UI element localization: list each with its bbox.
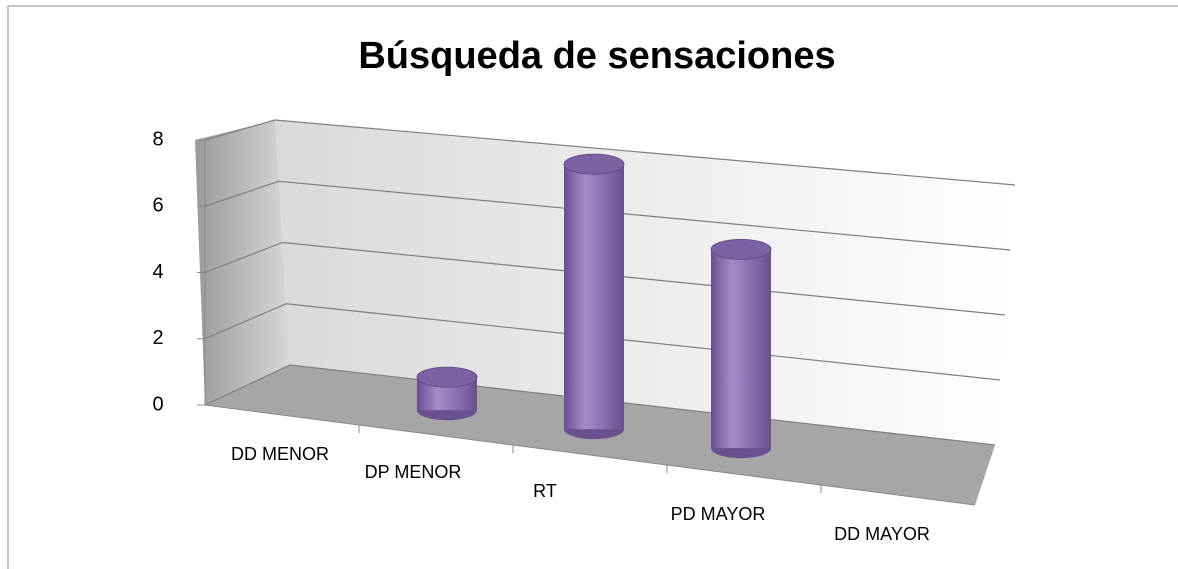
bar-top xyxy=(710,238,772,260)
chart-border xyxy=(7,5,1178,569)
y-tick-label: 2 xyxy=(152,327,163,349)
x-tick-label: DD MENOR xyxy=(231,444,329,464)
back-wall xyxy=(275,120,1015,445)
grid-line xyxy=(204,180,1011,251)
x-tick-label: DP MENOR xyxy=(365,462,462,482)
bar xyxy=(563,153,625,440)
bar-top xyxy=(563,153,625,175)
bar xyxy=(710,238,772,459)
side-wall xyxy=(195,120,290,405)
bar-top xyxy=(416,366,478,388)
bar xyxy=(416,366,478,421)
x-axis xyxy=(204,404,976,506)
bar-body xyxy=(564,164,624,430)
bar-body xyxy=(711,249,771,449)
y-tick-label: 8 xyxy=(152,128,163,150)
chart-title: Búsqueda de sensaciones xyxy=(358,35,835,77)
y-tick-label: 4 xyxy=(152,261,163,283)
x-tick-label: RT xyxy=(533,481,557,501)
y-tick-label: 6 xyxy=(152,195,163,217)
grid-line xyxy=(204,119,1016,186)
x-tick-label: DD MAYOR xyxy=(834,524,930,544)
y-tick-label: 0 xyxy=(152,393,163,415)
x-tick-label: PD MAYOR xyxy=(671,504,766,524)
